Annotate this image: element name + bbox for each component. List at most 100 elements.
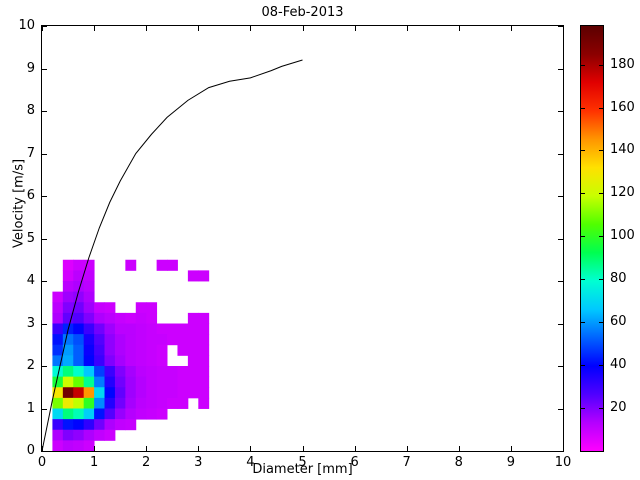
y-tick-mark (42, 26, 47, 27)
y-tick-label: 2 (26, 358, 35, 373)
x-tick-mark (510, 446, 512, 451)
x-tick-mark-top (406, 26, 408, 31)
heatmap-cell (114, 344, 126, 356)
y-tick-mark (42, 281, 47, 282)
colorbar-tick-mark (581, 193, 585, 195)
heatmap-cell (135, 408, 147, 420)
colorbar-tick-label: 80 (610, 271, 627, 287)
heatmap-cell (94, 387, 105, 399)
heatmap-cell (125, 334, 137, 346)
heatmap-cell (73, 355, 85, 367)
heatmap-cell (177, 323, 189, 335)
heatmap-cell (187, 323, 199, 335)
x-tick-mark (146, 446, 148, 451)
heatmap-cell (167, 259, 178, 271)
x-tick-mark (406, 446, 408, 451)
heatmap-cell (135, 397, 147, 409)
heatmap-cell (177, 376, 189, 388)
heatmap-cell (73, 387, 85, 399)
heatmap-cell (146, 312, 158, 324)
heatmap-cell (187, 334, 199, 346)
heatmap-cell (52, 323, 64, 335)
y-tick-mark-right (558, 196, 563, 197)
heatmap-cell (52, 397, 64, 409)
heatmap-cell (83, 323, 95, 335)
heatmap-cell (135, 355, 147, 367)
heatmap-cell (73, 440, 85, 451)
x-tick-mark-top (510, 26, 512, 31)
x-tick-mark-top (42, 26, 43, 31)
heatmap-cell (52, 376, 64, 388)
y-tick-mark (42, 238, 47, 240)
colorbar-tick-mark-right (599, 150, 603, 152)
x-tick-mark-top (354, 26, 356, 31)
heatmap-cell (125, 387, 137, 399)
colorbar-tick-mark-right (599, 322, 603, 324)
heatmap-cell (83, 387, 95, 399)
heatmap-cell (156, 334, 168, 346)
heatmap-cell (94, 419, 105, 431)
heatmap-cell (198, 355, 210, 367)
heatmap-cell (52, 366, 64, 378)
heatmap-cell (94, 408, 105, 420)
heatmap-cell (156, 355, 168, 367)
colorbar-tick-label: 160 (610, 99, 635, 115)
y-tick-label: 0 (26, 443, 35, 458)
heatmap-cell (62, 291, 74, 303)
heatmap-cell (73, 302, 85, 314)
colorbar (580, 25, 604, 452)
heatmap-cell (83, 291, 95, 303)
y-tick-mark (42, 111, 47, 112)
heatmap-cell (167, 366, 178, 378)
colorbar-tick-label: 140 (610, 142, 635, 158)
heatmap-cell (62, 281, 74, 293)
heatmap-cell (83, 270, 95, 282)
heatmap-cell (52, 440, 64, 451)
colorbar-tick-mark-right (599, 107, 603, 109)
x-tick-mark (458, 446, 460, 451)
heatmap-cell (104, 376, 116, 388)
heatmap-cell (114, 419, 126, 431)
heatmap-cell (104, 408, 116, 420)
heatmap-cell (94, 366, 105, 378)
y-tick-label: 10 (18, 18, 35, 33)
heatmap-cell (114, 387, 126, 399)
y-tick-label: 9 (26, 60, 35, 76)
heatmap-cell (167, 323, 178, 335)
x-tick-label: 2 (142, 455, 151, 470)
heatmap-cell (94, 334, 105, 346)
heatmap-cell (73, 366, 85, 378)
heatmap-cell (156, 397, 168, 409)
heatmap-cell (156, 344, 168, 356)
heatmap-cell (125, 366, 137, 378)
heatmap-cell (125, 259, 137, 271)
y-tick-mark (42, 153, 47, 155)
heatmap-cell (83, 355, 95, 367)
colorbar-tick-label: 180 (610, 56, 635, 72)
heatmap-cell (52, 344, 64, 356)
heatmap-cell (146, 397, 158, 409)
heatmap-cell (73, 334, 85, 346)
heatmap-cell (167, 387, 178, 399)
heatmap-cell (104, 366, 116, 378)
x-tick-label: 4 (246, 455, 255, 470)
heatmap-cell (146, 302, 158, 314)
y-tick-mark-right (558, 366, 563, 367)
heatmap-cell (135, 312, 147, 324)
y-tick-label: 3 (26, 315, 35, 331)
heatmap-cell (62, 419, 74, 431)
x-tick-label: 7 (402, 455, 411, 470)
heatmap-cell (73, 312, 85, 324)
heatmap-cell (52, 302, 64, 314)
colorbar-tick-mark (581, 365, 585, 367)
heatmap-cell (114, 355, 126, 367)
heatmap-cell (83, 334, 95, 346)
heatmap-canvas (42, 26, 563, 451)
heatmap-cell (135, 387, 147, 399)
heatmap-cell (125, 376, 137, 388)
heatmap-cell (198, 312, 210, 324)
heatmap-cell (104, 429, 116, 441)
heatmap-cell (83, 366, 95, 378)
x-tick-mark-top (250, 26, 252, 31)
